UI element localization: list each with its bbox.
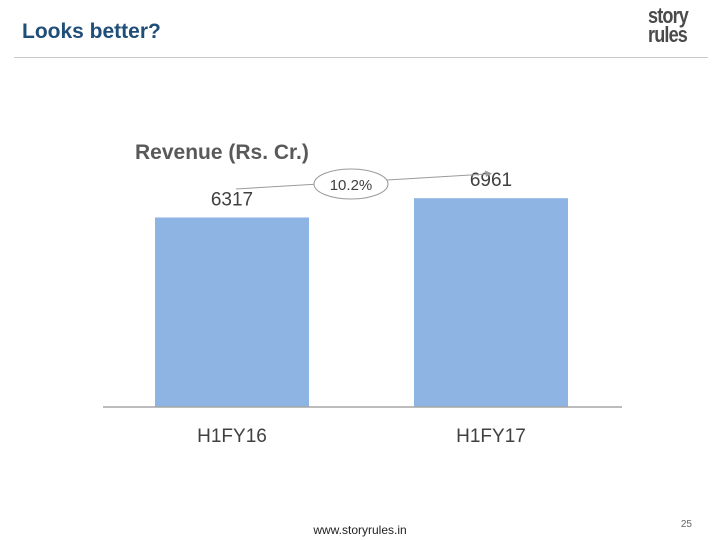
bars-group: 6317 H1FY16 6961 H1FY17 (155, 170, 568, 447)
footer-url: www.storyrules.in (313, 523, 407, 537)
title-divider (14, 57, 708, 58)
growth-arrow-head (485, 170, 492, 177)
growth-bubble (313, 168, 389, 200)
growth-arrow: 10.2% (235, 168, 492, 200)
data-label-h1fy16: 6317 (211, 189, 253, 210)
page-number: 25 (680, 519, 692, 530)
logo-line-rules: rules (648, 22, 688, 47)
bar-h1fy16 (155, 217, 309, 407)
logo-line-story: story (648, 3, 689, 28)
category-label-h1fy17: H1FY17 (456, 426, 526, 447)
chart-title: Revenue (Rs. Cr.) (135, 141, 309, 164)
category-label-h1fy16: H1FY16 (197, 426, 267, 447)
bar-h1fy17 (414, 198, 568, 407)
growth-annotation: 10.2% (330, 177, 373, 194)
storyrules-logo: story rules (648, 3, 699, 47)
slide-title: Looks better? (22, 20, 161, 43)
data-label-h1fy17: 6961 (470, 170, 512, 191)
